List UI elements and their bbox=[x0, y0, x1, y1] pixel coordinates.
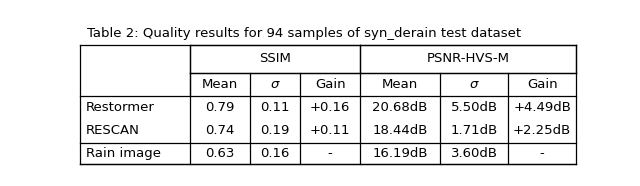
Text: PSNR-HVS-M: PSNR-HVS-M bbox=[426, 52, 509, 65]
Text: RESCAN: RESCAN bbox=[86, 124, 140, 137]
Text: -: - bbox=[328, 147, 333, 160]
Text: +0.11: +0.11 bbox=[310, 124, 350, 137]
Text: Gain: Gain bbox=[527, 78, 557, 91]
Text: 0.16: 0.16 bbox=[260, 147, 290, 160]
Text: 0.74: 0.74 bbox=[205, 124, 235, 137]
Text: Mean: Mean bbox=[382, 78, 418, 91]
Text: 16.19dB: 16.19dB bbox=[372, 147, 428, 160]
Text: 0.63: 0.63 bbox=[205, 147, 235, 160]
Text: 20.68dB: 20.68dB bbox=[372, 101, 428, 114]
Text: Restormer: Restormer bbox=[86, 101, 155, 114]
Text: 0.11: 0.11 bbox=[260, 101, 290, 114]
Text: Rain image: Rain image bbox=[86, 147, 161, 160]
Text: 3.60dB: 3.60dB bbox=[451, 147, 498, 160]
Text: Table 2: Quality results for 94 samples of syn_derain test dataset: Table 2: Quality results for 94 samples … bbox=[88, 27, 522, 40]
Text: 1.71dB: 1.71dB bbox=[451, 124, 498, 137]
Text: +4.49dB: +4.49dB bbox=[513, 101, 571, 114]
Text: +2.25dB: +2.25dB bbox=[513, 124, 572, 137]
Text: 5.50dB: 5.50dB bbox=[451, 101, 498, 114]
Text: -: - bbox=[540, 147, 545, 160]
Text: σ: σ bbox=[271, 78, 279, 91]
Text: 18.44dB: 18.44dB bbox=[372, 124, 428, 137]
Text: 0.19: 0.19 bbox=[260, 124, 290, 137]
Text: Gain: Gain bbox=[315, 78, 346, 91]
Text: σ: σ bbox=[470, 78, 479, 91]
Text: SSIM: SSIM bbox=[259, 52, 291, 65]
Text: Mean: Mean bbox=[202, 78, 238, 91]
Text: +0.16: +0.16 bbox=[310, 101, 350, 114]
Text: 0.79: 0.79 bbox=[205, 101, 235, 114]
